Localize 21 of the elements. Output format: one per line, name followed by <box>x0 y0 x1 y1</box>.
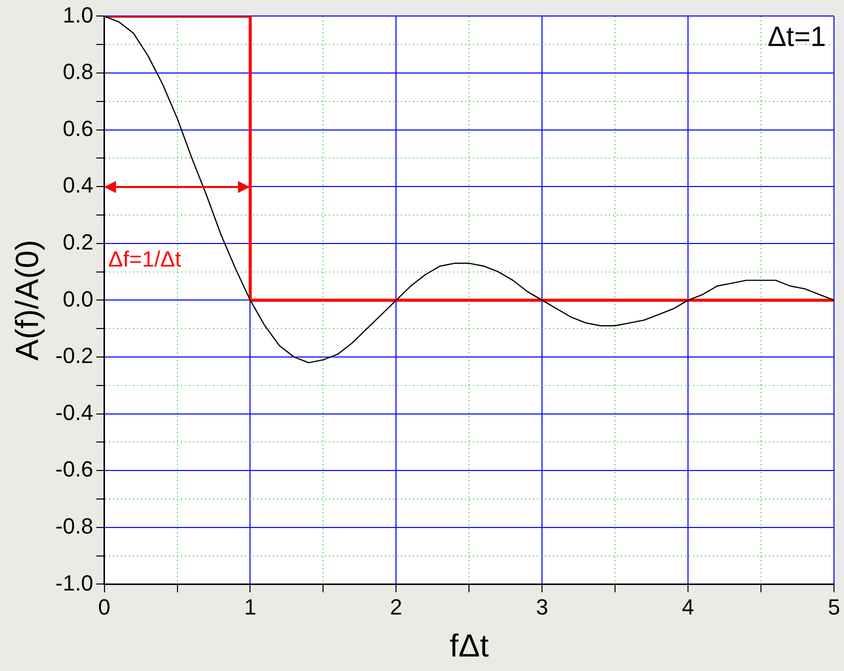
y-tick-label: 0.6 <box>62 116 94 141</box>
y-tick-label: -0.8 <box>55 513 94 538</box>
x-tick-label: 0 <box>98 594 110 620</box>
x-axis-title: fΔt <box>450 628 489 664</box>
x-tick-label: 2 <box>390 594 402 620</box>
y-tick-label: 0.4 <box>62 172 94 198</box>
y-axis-title: A(f)/A(0) <box>9 240 46 361</box>
x-tick-label: 3 <box>536 594 548 620</box>
y-tick-label: -1.0 <box>55 570 94 596</box>
y-tick-label: 0.2 <box>62 229 94 254</box>
annotation: Δf=1/Δt <box>108 246 182 272</box>
y-tick-label: -0.4 <box>55 400 94 425</box>
y-tick-label: 0.0 <box>62 286 94 312</box>
y-tick-label: -0.6 <box>55 456 94 482</box>
y-tick-label: -0.2 <box>55 343 94 368</box>
y-tick-label: 1.0 <box>62 2 94 28</box>
annotation: Δt=1 <box>768 20 826 52</box>
x-tick-label: 5 <box>828 594 840 620</box>
y-tick-label: 0.8 <box>62 59 94 84</box>
x-tick-label: 1 <box>244 594 256 620</box>
x-tick-label: 4 <box>682 594 694 620</box>
